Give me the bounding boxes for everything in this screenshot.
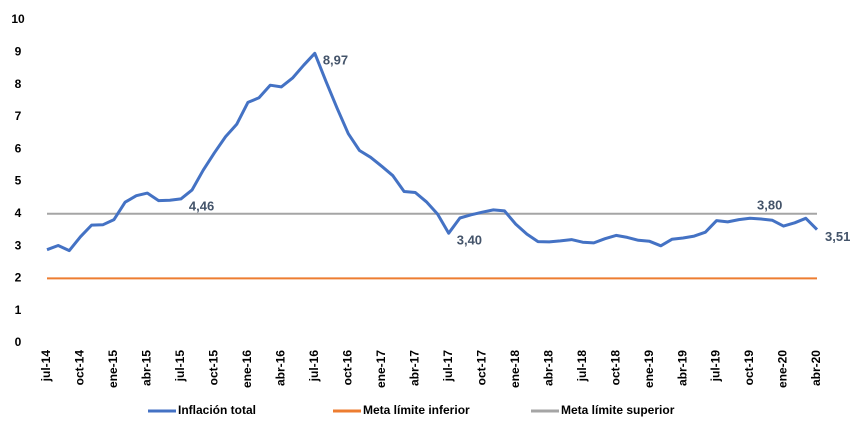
series-line <box>46 51 819 253</box>
x-tick-label: abr-20 <box>809 350 823 386</box>
x-tick-label: jul-15 <box>173 350 187 383</box>
x-tick-label: ene-19 <box>642 350 656 388</box>
x-tick-label: ene-20 <box>776 350 790 388</box>
y-tick-label: 9 <box>15 44 22 58</box>
y-tick-label: 10 <box>11 12 25 26</box>
x-tick-label: ene-16 <box>240 350 254 388</box>
x-tick-label: oct-18 <box>608 350 622 386</box>
x-tick-label: abr-19 <box>675 350 689 386</box>
data-label: 4,46 <box>189 198 214 213</box>
x-tick-label: ene-18 <box>508 350 522 388</box>
x-tick-label: oct-17 <box>474 350 488 386</box>
data-label: 8,97 <box>323 53 348 68</box>
x-tick-label: oct-19 <box>742 350 756 386</box>
x-tick-label: ene-17 <box>374 350 388 388</box>
legend-label: Meta límite inferior <box>363 403 470 417</box>
x-tick-label: jul-16 <box>307 350 321 383</box>
y-tick-label: 5 <box>15 174 22 188</box>
x-tick-label: abr-18 <box>541 350 555 386</box>
y-tick-label: 7 <box>15 109 22 123</box>
x-tick-label: jul-18 <box>575 350 589 383</box>
legend-label: Inflación total <box>178 403 256 417</box>
y-tick-label: 0 <box>15 335 22 349</box>
legend-item: Inflación total <box>148 403 256 417</box>
y-tick-label: 2 <box>15 271 22 285</box>
legend-label: Meta límite superior <box>561 403 675 417</box>
x-tick-label: jul-14 <box>39 350 53 383</box>
x-tick-label: abr-17 <box>407 350 421 386</box>
y-tick-label: 6 <box>15 141 22 155</box>
x-tick-label: oct-15 <box>207 350 221 386</box>
data-label: 3,51 <box>825 229 850 244</box>
y-tick-label: 3 <box>15 238 22 252</box>
x-tick-label: abr-15 <box>140 350 154 386</box>
y-tick-label: 4 <box>15 206 22 220</box>
x-tick-label: abr-16 <box>274 350 288 386</box>
x-tick-label: jul-17 <box>441 350 455 383</box>
x-tick-label: oct-16 <box>340 350 354 386</box>
legend-item: Meta límite inferior <box>333 403 470 417</box>
legend-item: Meta límite superior <box>531 403 675 417</box>
x-tick-label: jul-19 <box>709 350 723 383</box>
data-label: 3,40 <box>457 233 482 248</box>
x-tick-label: ene-15 <box>106 350 120 388</box>
x-tick-label: oct-14 <box>73 350 87 386</box>
y-tick-label: 8 <box>15 77 22 91</box>
y-tick-label: 1 <box>15 303 22 317</box>
data-label: 3,80 <box>757 198 782 213</box>
